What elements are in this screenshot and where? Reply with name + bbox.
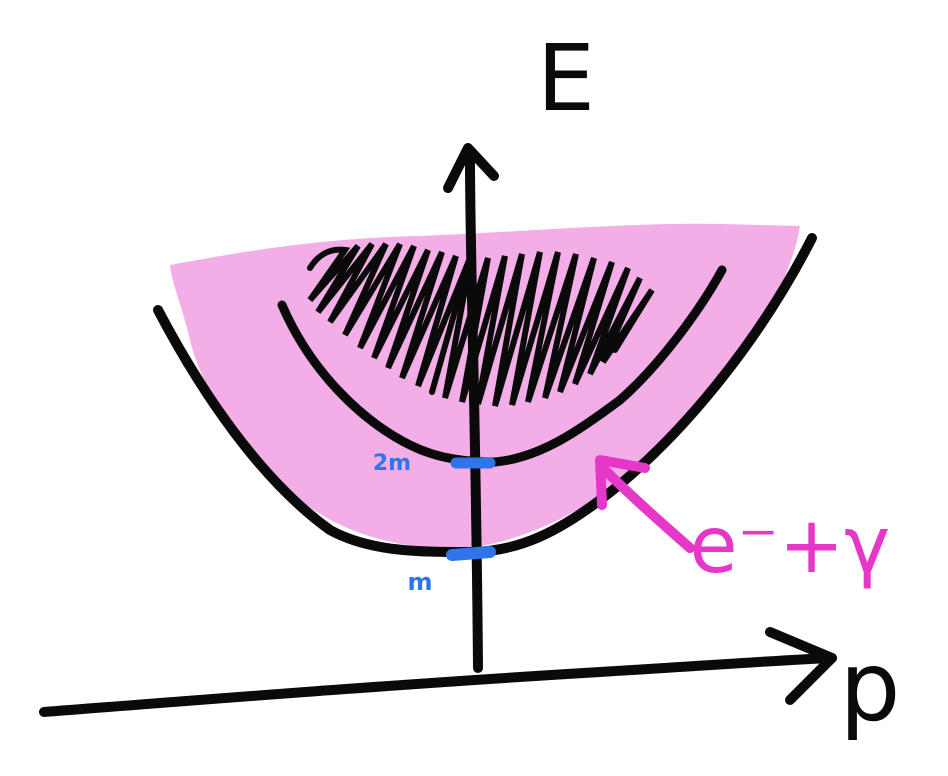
annotation-label: e⁻+γ	[690, 501, 891, 591]
momentum-axis-label: p	[840, 631, 901, 743]
annotation-arrowhead	[595, 455, 650, 510]
momentum-axis-line	[39, 653, 837, 717]
m-label: m	[407, 568, 432, 596]
m-tick-mark	[446, 546, 496, 561]
hatched-multiparticle-region	[307, 242, 655, 407]
energy-axis-line	[465, 155, 483, 673]
momentum-axis-arrowhead	[765, 627, 837, 705]
energy-axis-label: E	[537, 25, 595, 132]
energy-axis-arrowhead	[443, 143, 499, 193]
two-m-label: 2m	[373, 451, 411, 476]
annotation-arrow-shaft	[600, 465, 695, 553]
